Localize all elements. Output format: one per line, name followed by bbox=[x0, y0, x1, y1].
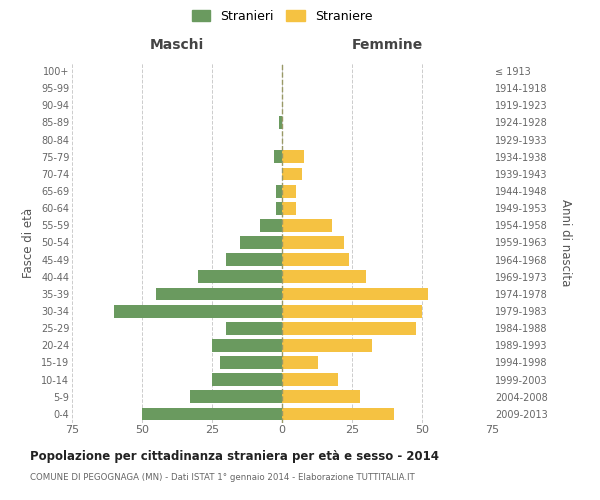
Text: COMUNE DI PEGOGNAGA (MN) - Dati ISTAT 1° gennaio 2014 - Elaborazione TUTTITALIA.: COMUNE DI PEGOGNAGA (MN) - Dati ISTAT 1°… bbox=[30, 472, 415, 482]
Bar bbox=[282, 202, 296, 214]
Bar bbox=[226, 253, 282, 266]
Bar bbox=[274, 150, 282, 163]
Y-axis label: Anni di nascita: Anni di nascita bbox=[559, 199, 572, 286]
Text: Femmine: Femmine bbox=[352, 38, 422, 52]
Bar bbox=[282, 150, 304, 163]
Bar bbox=[198, 270, 282, 283]
Bar bbox=[282, 339, 371, 352]
Bar bbox=[190, 390, 282, 403]
Bar bbox=[282, 236, 344, 249]
Bar bbox=[212, 373, 282, 386]
Legend: Stranieri, Straniere: Stranieri, Straniere bbox=[188, 6, 376, 26]
Bar bbox=[282, 304, 422, 318]
Bar bbox=[282, 356, 319, 369]
Bar bbox=[282, 390, 361, 403]
Y-axis label: Fasce di età: Fasce di età bbox=[22, 208, 35, 278]
Bar bbox=[277, 184, 282, 198]
Bar bbox=[282, 184, 296, 198]
Bar bbox=[260, 219, 282, 232]
Bar bbox=[277, 202, 282, 214]
Text: Maschi: Maschi bbox=[150, 38, 204, 52]
Bar bbox=[282, 219, 332, 232]
Bar bbox=[282, 168, 302, 180]
Bar bbox=[142, 408, 282, 420]
Bar bbox=[114, 304, 282, 318]
Bar bbox=[220, 356, 282, 369]
Bar bbox=[282, 408, 394, 420]
Text: Popolazione per cittadinanza straniera per età e sesso - 2014: Popolazione per cittadinanza straniera p… bbox=[30, 450, 439, 463]
Bar bbox=[282, 373, 338, 386]
Bar bbox=[282, 288, 428, 300]
Bar bbox=[279, 116, 282, 129]
Bar bbox=[156, 288, 282, 300]
Bar bbox=[212, 339, 282, 352]
Bar bbox=[282, 322, 416, 334]
Bar bbox=[282, 270, 366, 283]
Bar bbox=[226, 322, 282, 334]
Bar bbox=[240, 236, 282, 249]
Bar bbox=[282, 253, 349, 266]
